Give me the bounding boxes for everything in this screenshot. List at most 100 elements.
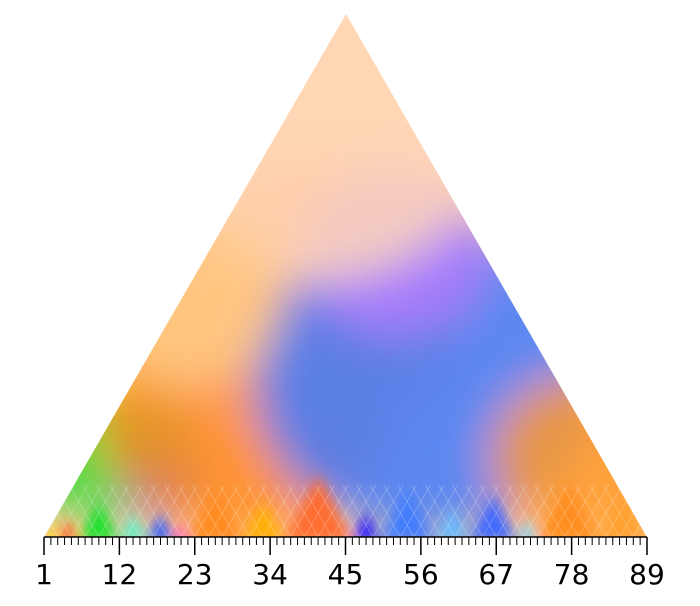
hatch-line — [276, 484, 308, 537]
hatch-line — [232, 484, 264, 537]
hatch-line — [98, 484, 130, 537]
hatch-line — [616, 484, 647, 537]
hatch-line — [520, 484, 552, 537]
hatch-line — [424, 484, 456, 537]
hatch-line — [194, 484, 226, 537]
hatch-line — [57, 484, 89, 537]
hatch-line — [249, 484, 281, 537]
hatch-line — [262, 484, 294, 537]
keyscape-segment-1 — [57, 518, 79, 537]
hatch-line — [109, 484, 141, 537]
hatch-line — [369, 484, 401, 537]
hatch-line — [534, 484, 566, 537]
hatch-line — [178, 484, 209, 537]
hatch-line — [273, 484, 305, 537]
keyscape-segment-12 — [468, 493, 517, 537]
x-tick-label: 45 — [328, 558, 364, 591]
hatch-line — [287, 484, 319, 537]
keyscape-segment-3 — [119, 512, 147, 537]
x-tick-label: 23 — [177, 558, 213, 591]
x-tick-label: 56 — [403, 558, 439, 591]
hatch-line — [303, 484, 335, 537]
hatch-line — [164, 484, 196, 537]
hatch-line — [578, 484, 609, 537]
x-tick-label: 12 — [102, 558, 138, 591]
x-tick-label: 34 — [252, 558, 288, 591]
hatch-line — [602, 484, 634, 537]
hatch-line — [550, 484, 582, 537]
hatch-line — [495, 484, 527, 537]
hatch-line — [84, 484, 116, 537]
hatch-line — [95, 484, 127, 537]
hatch-line — [454, 484, 486, 537]
hatch-line — [112, 484, 143, 537]
hatch-line — [235, 484, 267, 537]
hatch-line — [358, 484, 390, 537]
hatch-line — [356, 484, 388, 537]
hatch-line — [523, 484, 555, 537]
x-tick-label: 1 — [35, 558, 53, 591]
hatch-line — [413, 484, 445, 537]
x-tick-label: 67 — [478, 558, 514, 591]
hatch-line — [345, 484, 376, 537]
keyscape-segment-14 — [537, 481, 600, 537]
hatch-line — [331, 484, 363, 537]
hatch-line — [68, 484, 100, 537]
hatch-line — [191, 484, 223, 537]
keyscape-segment-8 — [283, 475, 353, 537]
hatch-line — [315, 484, 346, 537]
hatch-line — [506, 484, 538, 537]
hatch-line — [208, 484, 239, 537]
keyscape-segment-6 — [187, 487, 243, 537]
hatch-line — [150, 484, 182, 537]
plot-area — [44, 14, 647, 537]
hatch-line — [632, 484, 647, 537]
hatch-line — [342, 484, 374, 537]
hatch-line — [125, 484, 157, 537]
x-ticks — [43, 537, 648, 555]
hatch-line — [561, 484, 593, 537]
hatch-line — [82, 484, 113, 537]
hatch-line — [260, 484, 292, 537]
hatch-line — [465, 484, 497, 537]
hatch-line — [591, 484, 623, 537]
hatch-line — [139, 484, 171, 537]
hatch-line — [482, 484, 513, 537]
x-tick-labels: 1 12 23 34 45 56 67 78 89 — [35, 558, 665, 591]
keyscape-segment-7 — [242, 499, 284, 537]
hatch-line — [219, 484, 251, 537]
hatch-line — [317, 484, 349, 537]
keyscape-segments — [44, 475, 647, 537]
hatch-line — [564, 484, 596, 537]
hatch-line — [575, 484, 607, 537]
hatch-line — [136, 484, 168, 537]
keyscape-segment-10 — [379, 487, 435, 537]
hatch-line — [221, 484, 253, 537]
keyscape-segment-4 — [146, 512, 175, 537]
hatch-line — [290, 484, 322, 537]
hatch-line — [70, 484, 102, 537]
keyscape-hatch — [44, 484, 647, 537]
keyscape-segment-2 — [78, 499, 120, 537]
hatch-line — [427, 484, 459, 537]
hatch-line — [246, 484, 278, 537]
hatch-line — [301, 484, 333, 537]
hatch-line — [123, 484, 155, 537]
hatch-line — [397, 484, 429, 537]
hatch-line — [372, 484, 404, 537]
hatch-line — [44, 484, 59, 537]
hatch-line — [44, 484, 45, 537]
hatch-line — [386, 484, 418, 537]
keyscape-segment-15 — [599, 493, 647, 537]
x-axis: 1 12 23 34 45 56 67 78 89 — [35, 536, 665, 591]
hatch-line — [468, 484, 500, 537]
hatch-line — [440, 484, 472, 537]
hatch-line — [536, 484, 568, 537]
keyscape-segment-13 — [516, 518, 538, 537]
hatch-line — [399, 484, 431, 537]
hatch-line — [205, 484, 237, 537]
keyscape-segment-11 — [434, 506, 469, 537]
hatch-line — [328, 484, 360, 537]
hatch-line — [410, 484, 442, 537]
